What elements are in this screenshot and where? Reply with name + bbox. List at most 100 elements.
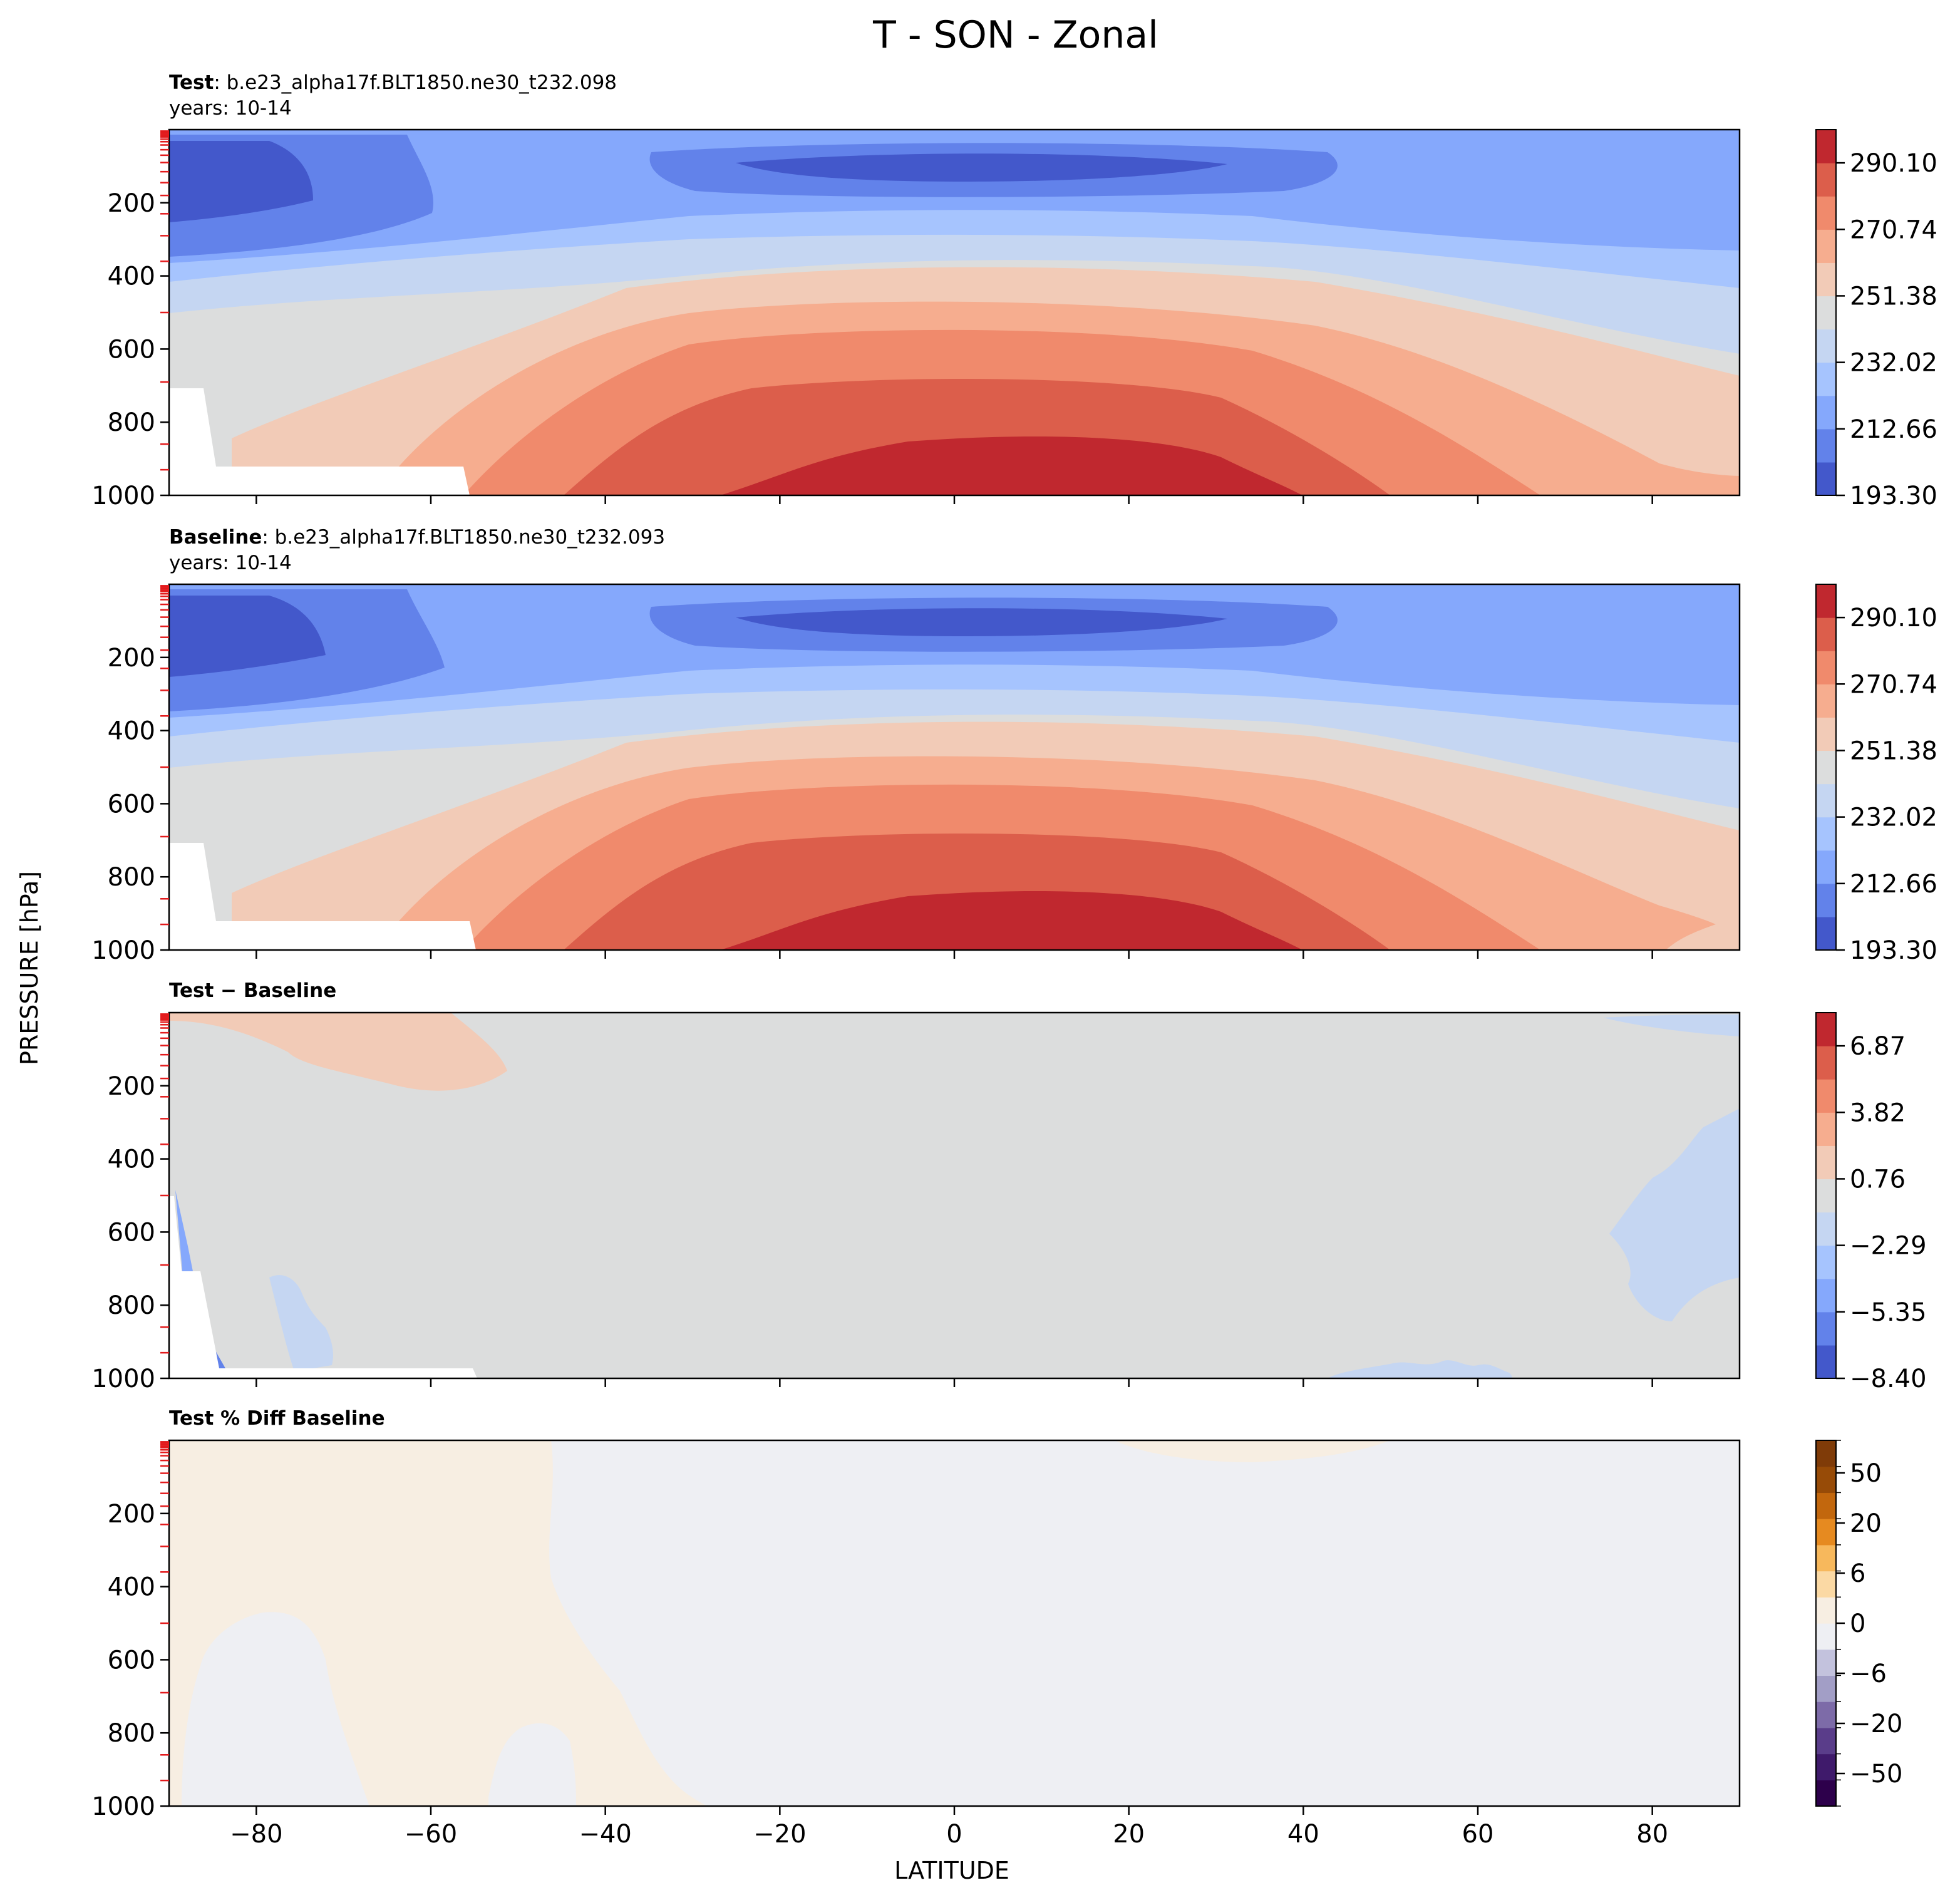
colorbar-tick-label: 232.02: [1850, 349, 1937, 378]
colorbar-segment: [1816, 395, 1836, 430]
colorbar-tick-label: 3.82: [1850, 1098, 1906, 1127]
colorbar-segment: [1816, 1466, 1836, 1494]
colorbar-segment: [1816, 783, 1836, 818]
y-tick-label: 800: [108, 1291, 155, 1320]
contour-field-test: [169, 130, 1740, 495]
x-axis-pctdiff: −80 −60 −40 −20 0 20 40 60 80: [230, 1806, 1668, 1849]
contour-band-neutral-neg-2: [488, 1723, 576, 1806]
colorbar-segment: [1816, 362, 1836, 396]
y-tick-label: 800: [108, 408, 155, 437]
colorbar-segment: [1816, 1046, 1836, 1080]
colorbar-segment: [1816, 1649, 1836, 1676]
colorbar-tick-label: 6.87: [1850, 1032, 1906, 1061]
colorbar-segment: [1816, 1675, 1836, 1702]
colorbar-tick-label: 193.30: [1850, 482, 1937, 510]
colorbar-baseline: 290.10 270.74 251.38 232.02 212.66 193.30: [1815, 584, 1937, 965]
colorbar-segment: [1816, 130, 1836, 163]
colorbar-segment: [1816, 1519, 1836, 1546]
y-tick-label: 800: [108, 1719, 155, 1748]
colorbar-segment: [1816, 1727, 1836, 1755]
contour-band-warm: [169, 1013, 507, 1091]
colorbar-segment: [1816, 1311, 1836, 1346]
colorbar-segment: [1816, 916, 1836, 951]
panel-test-title-case: : b.e23_alpha17f.BLT1850.ne30_t232.098: [214, 71, 617, 94]
colorbar-tick-label: −8.40: [1850, 1365, 1927, 1393]
colorbar-tick-label: 270.74: [1850, 670, 1937, 699]
panel-test-title: Test: b.e23_alpha17f.BLT1850.ne30_t232.0…: [169, 71, 617, 94]
panel-test-title-bold: Test: [169, 71, 214, 94]
colorbar-tick-label: −5.35: [1850, 1298, 1927, 1327]
y-tick-label: 200: [108, 644, 155, 673]
contour-band-299: [720, 891, 1302, 950]
colorbar-tick-label: −50: [1850, 1760, 1902, 1789]
colorbar-segment: [1816, 1112, 1836, 1146]
y-tick-label: 600: [108, 1218, 155, 1247]
colorbar-tick-label: 6: [1850, 1559, 1865, 1588]
contour-band-193-trop: [736, 153, 1227, 182]
x-tick-label: 40: [1287, 1820, 1319, 1849]
y-axis-test: 200 400 600 800 1000: [91, 130, 169, 510]
colorbar-segment: [1816, 617, 1836, 651]
colorbar-segment: [1816, 1079, 1836, 1113]
contour-band-cool-trop: [1328, 1360, 1512, 1378]
x-axis-diff: [255, 1378, 1653, 1387]
colorbar-segment: [1816, 329, 1836, 363]
panel-test: Test: b.e23_alpha17f.BLT1850.ne30_t232.0…: [91, 71, 1937, 510]
colorbar-segment: [1816, 163, 1836, 197]
y-tick-label: 1000: [91, 482, 155, 510]
x-tick-label: −20: [753, 1820, 806, 1849]
y-axis-baseline: 200 400 600 800 1000: [91, 585, 169, 965]
contour-band-193: [169, 141, 313, 222]
y-axis-pctdiff: 200 400 600 800 1000: [91, 1441, 169, 1821]
surface-mask: [169, 1196, 477, 1378]
y-tick-label: 800: [108, 863, 155, 892]
panel-baseline-subtitle: years: 10-14: [169, 552, 292, 574]
colorbar-segment: [1816, 850, 1836, 884]
y-axis-diff: 200 400 600 800 1000: [91, 1013, 169, 1393]
x-tick-label: 20: [1113, 1820, 1145, 1849]
colorbar-tick-label: 212.66: [1850, 415, 1937, 444]
contour-band-neutral-pos-2: [1115, 1440, 1390, 1462]
y-tick-label: 200: [108, 189, 155, 218]
contour-field-pctdiff: [169, 1440, 1740, 1806]
colorbar-segment: [1816, 1753, 1836, 1780]
colorbar-tick-label: −20: [1850, 1710, 1902, 1738]
x-axis-test: [255, 495, 1653, 504]
colorbar-segment: [1816, 1597, 1836, 1624]
colorbar-frame: [1815, 584, 1837, 951]
colorbar-segment: [1816, 817, 1836, 851]
y-tick-label: 1000: [91, 1365, 155, 1393]
panel-diff: Test − Baseline 200 400 600 800 1000 6.87 3.8…: [91, 979, 1926, 1393]
colorbar-tick-label: 50: [1850, 1459, 1882, 1488]
contour-band-cool-np: [1603, 1015, 1740, 1036]
colorbar-segment: [1816, 1145, 1836, 1180]
colorbar-segment: [1816, 428, 1836, 463]
y-tick-label: 200: [108, 1072, 155, 1101]
contour-field-diff: [169, 1013, 1740, 1378]
colorbar-tick-label: 212.66: [1850, 870, 1937, 899]
x-tick-label: −60: [405, 1820, 457, 1849]
colorbar-segment: [1816, 262, 1836, 297]
colorbar-segment: [1816, 1013, 1836, 1046]
x-axis-label: LATITUDE: [894, 1857, 1009, 1884]
y-tick-label: 200: [108, 1500, 155, 1529]
colorbar-tick-label: −6: [1850, 1660, 1887, 1688]
contour-field-baseline: [169, 584, 1740, 950]
x-axis-baseline: [255, 950, 1653, 959]
panel-baseline-title: Baseline: b.e23_alpha17f.BLT1850.ne30_t2…: [169, 526, 665, 549]
y-tick-label: 400: [108, 1145, 155, 1174]
contour-band-cool-ant: [269, 1275, 333, 1371]
panel-diff-title: Test − Baseline: [169, 979, 336, 1002]
contour-band-193-trop: [736, 608, 1227, 636]
colorbar-segment: [1816, 296, 1836, 330]
colorbar-segment: [1816, 1571, 1836, 1598]
y-tick-label: 1000: [91, 936, 155, 965]
x-tick-label: −40: [579, 1820, 631, 1849]
colorbar-tick-label: 193.30: [1850, 936, 1937, 965]
contour-band-cool-arctic: [1609, 1108, 1740, 1321]
colorbar-pctdiff: 50 20 6 0 −6 −20 −50: [1815, 1440, 1902, 1807]
colorbar-tick-label: 251.38: [1850, 282, 1937, 311]
colorbar-tick-label: 0: [1850, 1609, 1865, 1638]
colorbar-segment: [1816, 717, 1836, 751]
